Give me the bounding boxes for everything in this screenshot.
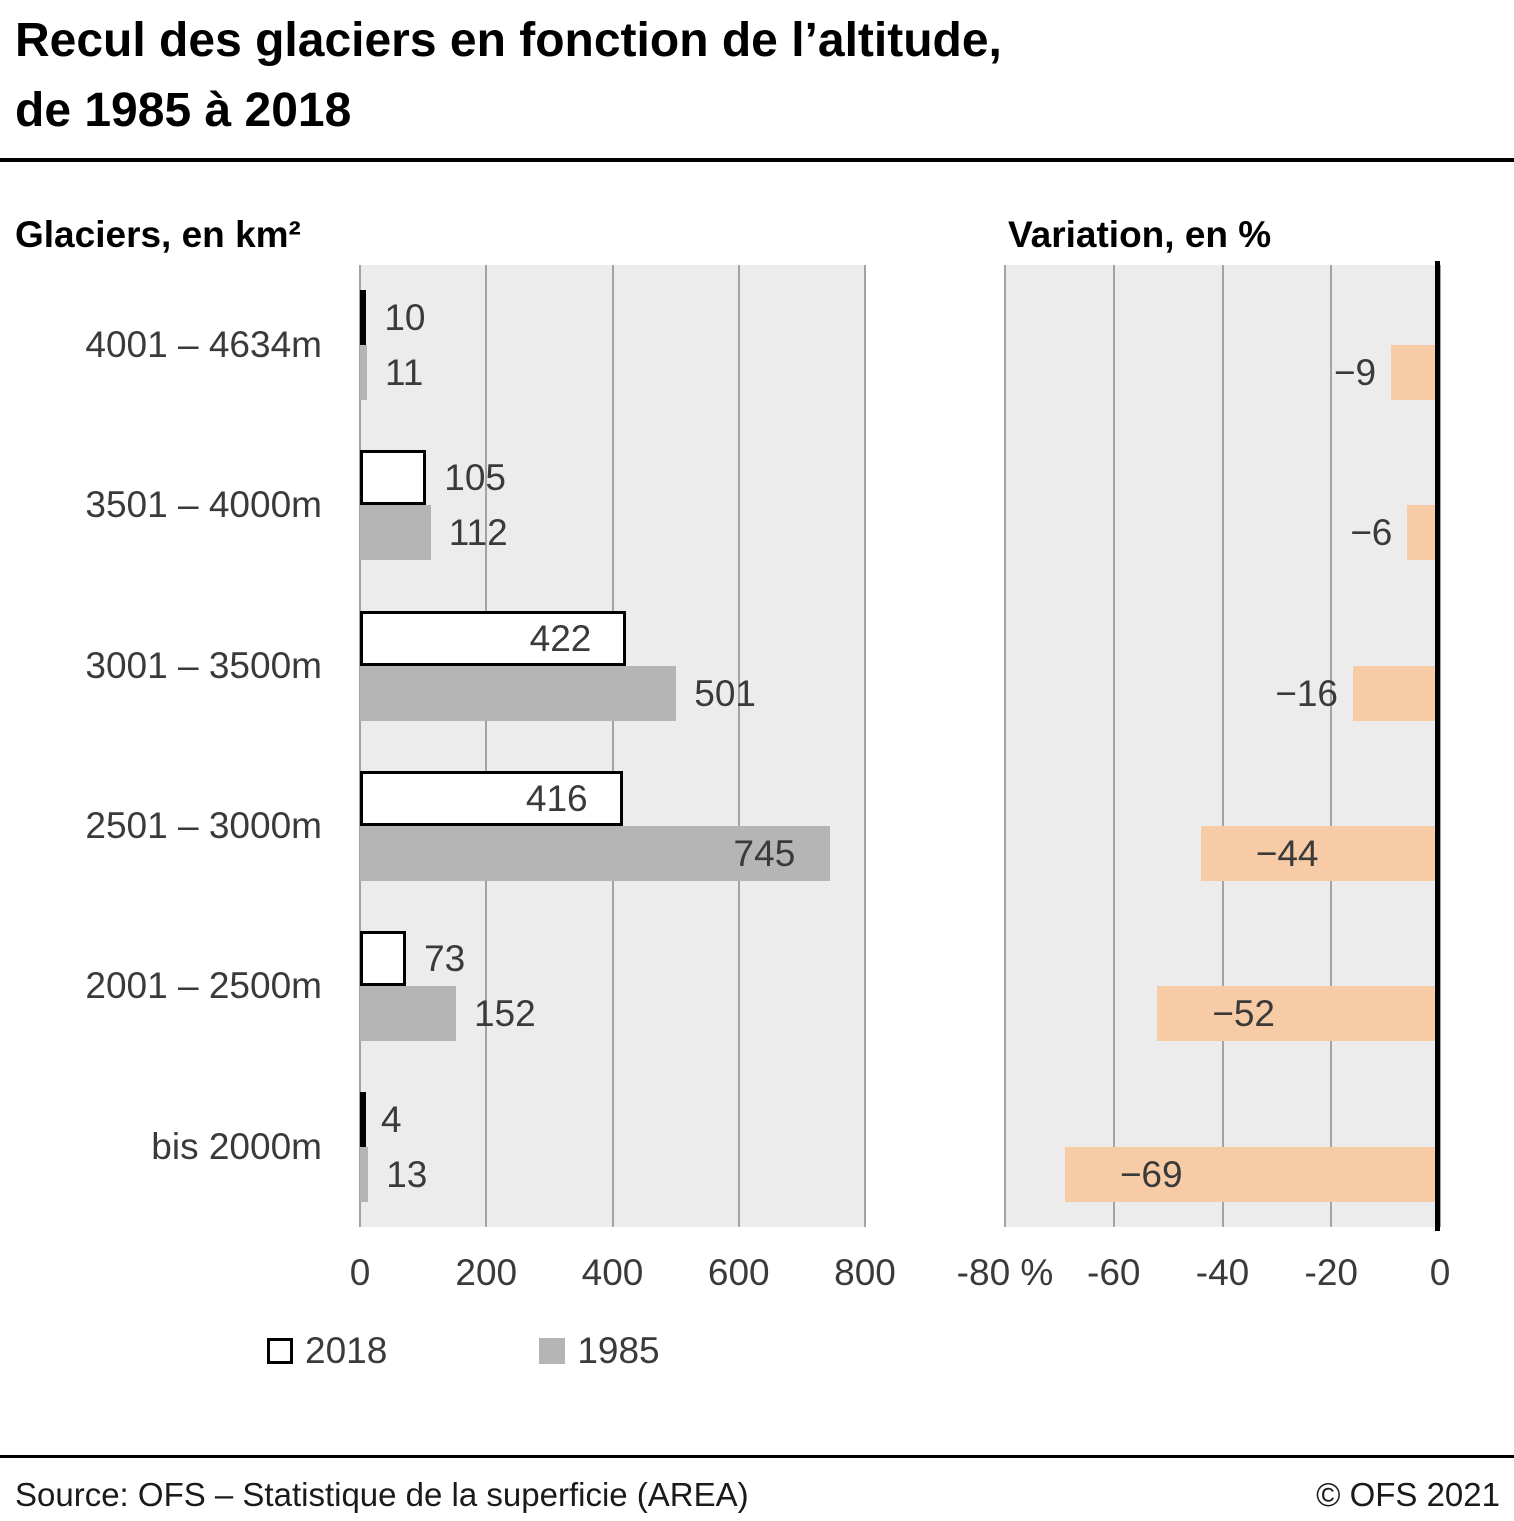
value-label: 105 [444,457,507,499]
value-label: 10 [384,297,426,338]
value-label: 152 [473,993,536,1035]
zero-baseline [1435,261,1440,1231]
legend-swatch-1985 [539,1338,566,1364]
value-label: 4 [381,1098,402,1140]
left-chart-title: Glaciers, en km² [15,214,301,255]
category-axis: 4001 – 4634m 3501 – 4000m 3001 – 3500m 2501… [0,265,322,1227]
value-label: 501 [694,672,756,714]
bar-1985 [360,505,431,561]
bar-2018 [360,771,623,826]
bar-1985 [360,665,677,721]
glaciers-plot-area: 10 11 105 112 422 501 416 745 73 152 4 13 [359,265,866,1227]
bar-2018 [360,610,627,666]
value-label: 422 [529,617,592,659]
axis-tick-label: -40 [1195,1252,1250,1293]
source-note: Source: OFS – Statistique de la superfic… [15,1476,749,1513]
value-label: −6 [1350,512,1393,554]
gridline [611,265,614,1227]
axis-tick-label: 600 [707,1252,770,1293]
value-label: 11 [384,352,424,393]
bar-2018 [360,1091,366,1147]
axis-tick-label: 800 [834,1252,896,1293]
variation-plot-area: −9 −6 −16 −44 −52 −69 [1004,261,1441,1231]
category-label: 4001 – 4634m [85,324,322,365]
category-label: 2501 – 3000m [85,805,322,846]
value-label: −52 [1212,993,1276,1035]
gridline [1004,265,1006,1227]
bar-variation [1407,505,1440,561]
footer-divider [0,1455,1514,1458]
gridline [1330,265,1333,1227]
axis-tick-label: 200 [455,1252,518,1293]
title-divider [0,158,1514,162]
axis-tick-label: -80 % [956,1252,1054,1293]
bar-2018 [360,931,407,987]
value-label: −69 [1119,1153,1183,1195]
value-label: −9 [1333,352,1377,393]
axis-tick-label: -60 [1087,1252,1141,1293]
legend-label: 2018 [305,1330,388,1371]
bar-variation [1157,986,1440,1042]
variation-x-axis: -80 % -60 -40 -20 0 [957,1252,1451,1302]
value-label: 745 [733,833,796,874]
gridline [485,265,488,1227]
value-label: 73 [424,938,466,980]
axis-tick-label: 400 [581,1252,644,1293]
bar-1985 [360,826,831,881]
bar-variation [1064,1146,1440,1202]
legend-label: 1985 [577,1330,660,1371]
right-chart-title: Variation, en % [1008,214,1272,255]
bar-1985 [360,1146,369,1202]
axis-tick-label: 0 [1429,1252,1451,1293]
legend: 2018 1985 [267,1330,660,1372]
gridline [1112,265,1115,1227]
gridline [359,265,361,1227]
value-label: 112 [448,512,508,554]
gridline [737,265,740,1227]
legend-item-1985: 1985 [539,1330,660,1372]
gridline [1221,265,1224,1227]
bar-variation [1353,665,1440,721]
value-label: −16 [1275,672,1338,714]
bar-variation [1200,826,1440,881]
bar-2018 [360,450,427,506]
title-line-2: de 1985 à 2018 [15,83,352,137]
bar-variation [1391,345,1440,400]
axis-tick-label: 0 [349,1252,371,1293]
title-line-1: Recul des glaciers en fonction de l’alti… [15,14,1002,67]
bar-1985 [360,345,367,400]
category-label: bis 2000m [151,1125,322,1167]
value-label: −44 [1255,833,1319,874]
value-label: 13 [386,1153,428,1195]
value-label: 416 [525,778,588,819]
gridline [864,265,866,1227]
legend-swatch-2018 [267,1338,293,1364]
bar-2018 [360,290,367,345]
category-label: 3501 – 4000m [85,484,322,526]
legend-item-2018: 2018 [267,1330,387,1372]
copyright-note: © OFS 2021 [1316,1476,1500,1513]
glaciers-x-axis: 0 200 400 600 800 [350,1252,896,1302]
category-label: 3001 – 3500m [85,644,322,686]
axis-tick-label: -20 [1304,1252,1358,1293]
category-label: 2001 – 2500m [85,965,322,1007]
bar-1985 [360,986,456,1042]
gridline [1439,265,1441,1227]
page-title: Recul des glaciers en fonction de l’alti… [15,6,1002,145]
